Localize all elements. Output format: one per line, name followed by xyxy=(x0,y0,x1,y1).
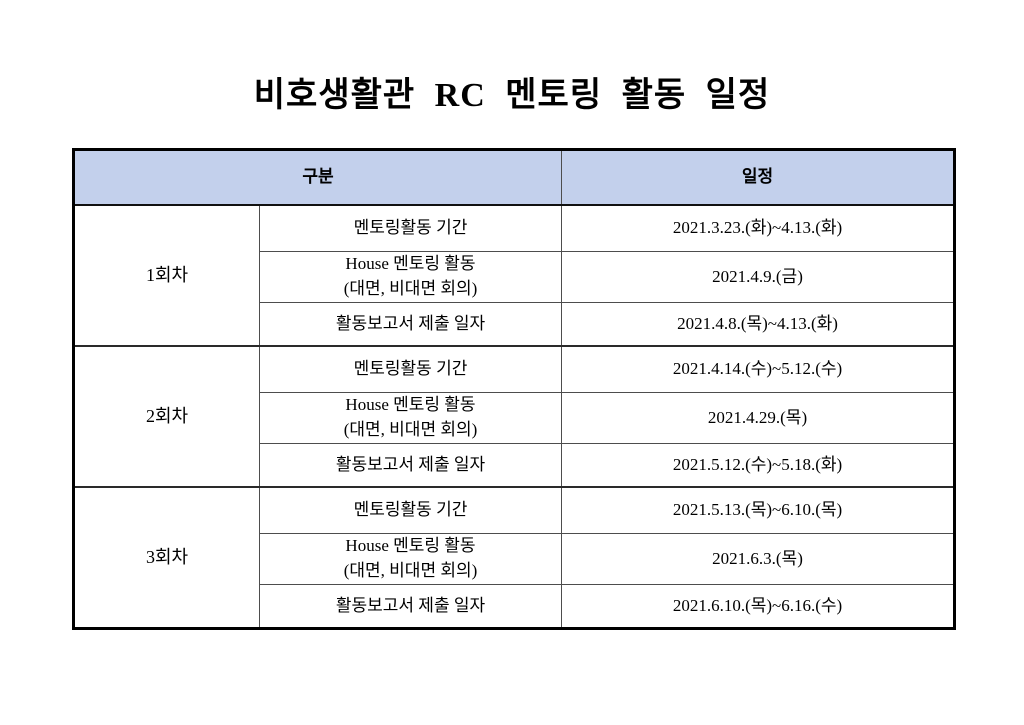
schedule-table: 구분 일정 1회차 멘토링활동 기간 2021.3.23.(화)~4.13.(화… xyxy=(72,148,956,630)
activity-date: 2021.4.8.(목)~4.13.(화) xyxy=(561,302,955,347)
table-row: 활동보고서 제출 일자 2021.4.8.(목)~4.13.(화) xyxy=(74,302,955,347)
activity-label: 멘토링활동 기간 xyxy=(259,204,562,252)
activity-date: 2021.6.10.(목)~6.16.(수) xyxy=(561,584,955,629)
table-row: House 멘토링 활동 (대면, 비대면 회의) 2021.4.9.(금) xyxy=(74,251,955,303)
activity-label: 멘토링활동 기간 xyxy=(259,486,562,534)
activity-date: 2021.4.14.(수)~5.12.(수) xyxy=(561,345,955,393)
header-cell-category: 구분 xyxy=(73,149,562,206)
table-row: 1회차 멘토링활동 기간 2021.3.23.(화)~4.13.(화) xyxy=(73,204,955,347)
table-header-row: 구분 일정 xyxy=(73,149,955,206)
activity-label-line1: House 멘토링 활동 xyxy=(345,536,476,556)
table-row: 활동보고서 제출 일자 2021.6.10.(목)~6.16.(수) xyxy=(74,584,955,629)
round-cell-2: 2회차 xyxy=(73,345,260,488)
activity-label-line2: (대면, 비대면 회의) xyxy=(343,561,478,580)
activity-label: 멘토링활동 기간 xyxy=(259,345,562,393)
table-row: House 멘토링 활동 (대면, 비대면 회의) 2021.4.29.(목) xyxy=(74,392,955,444)
page-title: 비호생활관 RC 멘토링 활동 일정 xyxy=(253,77,771,114)
activity-label-line2: (대면, 비대면 회의) xyxy=(343,279,478,298)
activity-label: House 멘토링 활동 (대면, 비대면 회의) xyxy=(259,533,562,585)
activity-date: 2021.4.9.(금) xyxy=(561,251,955,303)
activity-date: 2021.5.12.(수)~5.18.(화) xyxy=(561,443,955,488)
activity-date: 2021.3.23.(화)~4.13.(화) xyxy=(561,204,955,252)
activity-label: 활동보고서 제출 일자 xyxy=(259,302,562,347)
round-cell-1: 1회차 xyxy=(73,204,260,347)
activity-label-line1: House 멘토링 활동 xyxy=(345,254,476,274)
activity-label-line2: (대면, 비대면 회의) xyxy=(343,420,478,439)
activity-date: 2021.6.3.(목) xyxy=(561,533,955,585)
activity-date: 2021.4.29.(목) xyxy=(561,392,955,444)
activity-label: 활동보고서 제출 일자 xyxy=(259,584,562,629)
table-row: 3회차 멘토링활동 기간 2021.5.13.(목)~6.10.(목) xyxy=(73,486,955,629)
activity-label: 활동보고서 제출 일자 xyxy=(259,443,562,488)
activity-date: 2021.5.13.(목)~6.10.(목) xyxy=(561,486,955,534)
header-cell-schedule: 일정 xyxy=(561,149,955,206)
activity-label: House 멘토링 활동 (대면, 비대면 회의) xyxy=(259,251,562,303)
round-cell-3: 3회차 xyxy=(73,486,260,629)
table-row: House 멘토링 활동 (대면, 비대면 회의) 2021.6.3.(목) xyxy=(74,533,955,585)
activity-label-line1: House 멘토링 활동 xyxy=(345,395,476,415)
activity-label: House 멘토링 활동 (대면, 비대면 회의) xyxy=(259,392,562,444)
table-row: 활동보고서 제출 일자 2021.5.12.(수)~5.18.(화) xyxy=(74,443,955,488)
table-row: 2회차 멘토링활동 기간 2021.4.14.(수)~5.12.(수) xyxy=(73,345,955,488)
